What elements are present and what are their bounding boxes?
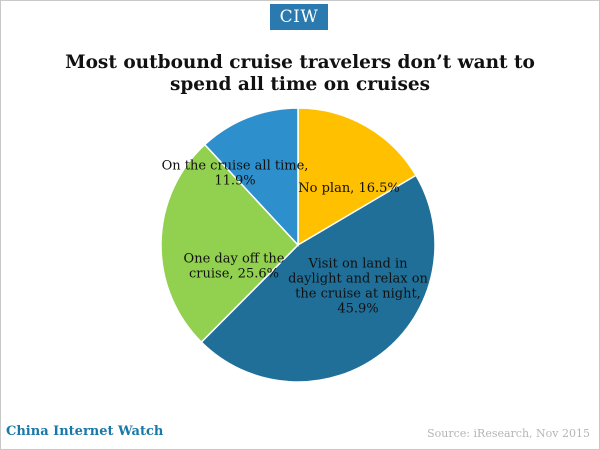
pie-slice-no-plan	[297, 107, 418, 247]
slice-label: No plan, 16.5%	[298, 181, 400, 196]
ciw-logo-badge: CIW	[270, 4, 328, 30]
pie-slice-one-day-off-the-cruise	[160, 143, 300, 344]
pie-slice-visit-on-land-in-daylight-and-relax-on-the-cruise-at-night	[200, 174, 436, 383]
slice-label-line: Visit on land in	[307, 257, 408, 272]
footer-source: Source: iResearch, Nov 2015	[427, 427, 590, 440]
slice-label-line: daylight and relax on	[288, 272, 428, 287]
slice-label-line: cruise, 25.6%	[189, 267, 279, 282]
slice-label-line: the cruise at night,	[295, 287, 421, 302]
chart-title: Most outbound cruise travelers don’t wan…	[65, 52, 535, 95]
slice-label-line: 45.9%	[337, 302, 378, 317]
pie-slice-on-the-cruise-all-time	[203, 107, 299, 247]
slice-label: Visit on land in daylight and relax on the…	[288, 257, 428, 317]
slice-label-line: On the cruise all time,	[162, 159, 309, 174]
slice-label: One day off the cruise, 25.6%	[184, 252, 285, 282]
footer-brand: China Internet Watch	[6, 424, 164, 439]
slice-label-line: One day off the	[184, 252, 285, 267]
slice-label: On the cruise all time, 11.9%	[162, 159, 309, 189]
logo-text: CIW	[279, 7, 319, 27]
slice-label-line: No plan, 16.5%	[298, 181, 400, 196]
slice-label-line: 11.9%	[214, 174, 255, 189]
